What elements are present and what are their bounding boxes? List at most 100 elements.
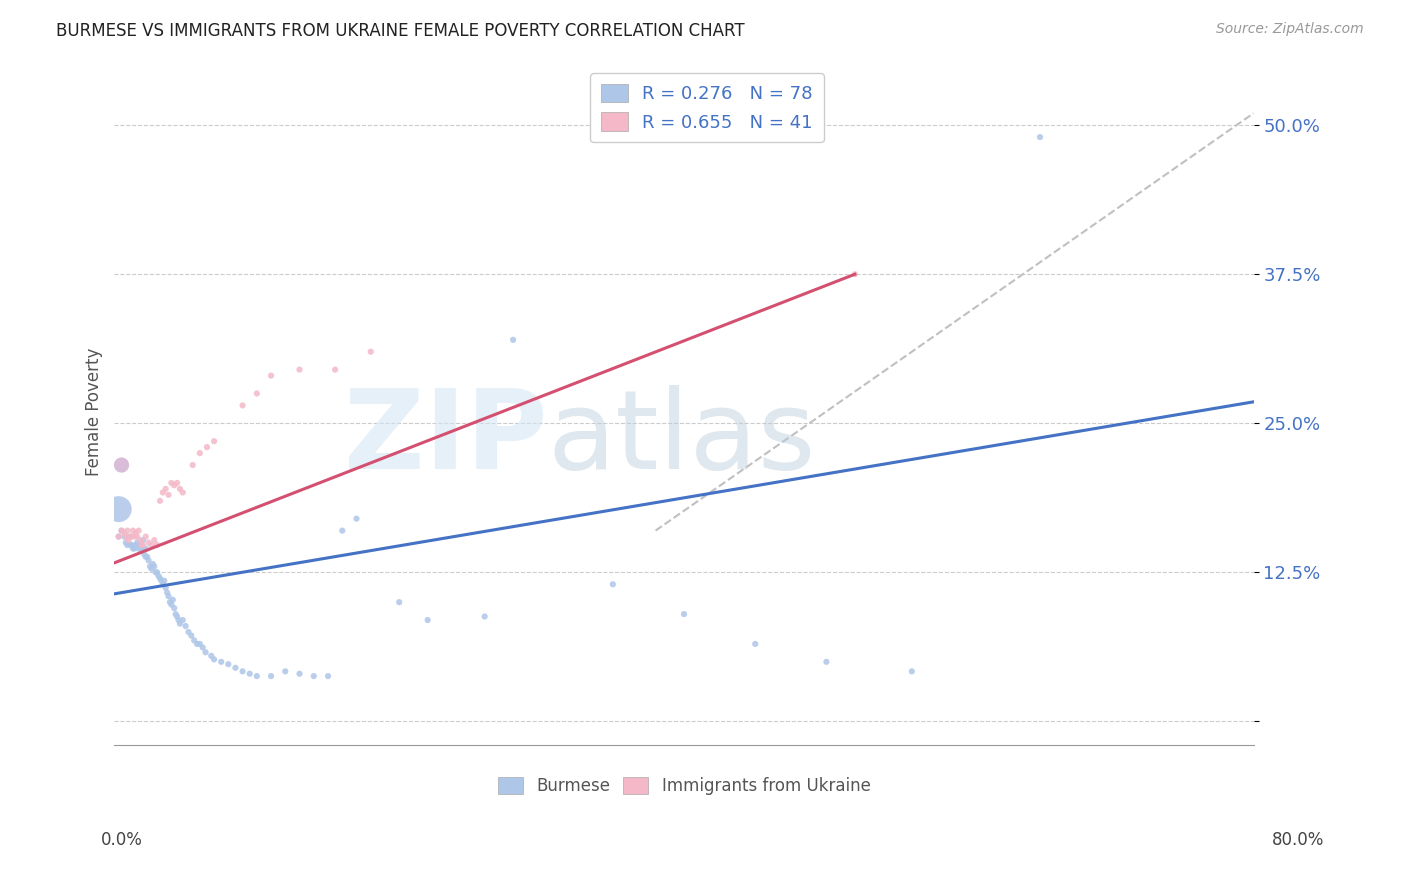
Point <box>115 524 138 538</box>
Point <box>110 524 132 538</box>
Point <box>163 478 186 492</box>
Point <box>288 666 311 681</box>
Point <box>143 559 166 574</box>
Point <box>145 566 167 580</box>
Point <box>316 669 339 683</box>
Text: BURMESE VS IMMIGRANTS FROM UKRAINE FEMALE POVERTY CORRELATION CHART: BURMESE VS IMMIGRANTS FROM UKRAINE FEMAL… <box>56 22 745 40</box>
Point <box>135 530 157 544</box>
Point <box>124 530 146 544</box>
Point <box>844 267 866 281</box>
Point <box>200 648 222 663</box>
Point <box>388 595 411 609</box>
Point <box>346 511 368 525</box>
Point <box>202 652 225 666</box>
Point <box>128 541 150 556</box>
Point <box>129 533 152 548</box>
Point <box>474 609 496 624</box>
Point <box>602 577 624 591</box>
Point <box>107 530 129 544</box>
Point <box>260 669 283 683</box>
Point <box>288 362 311 376</box>
Point <box>150 574 173 588</box>
Point <box>122 541 145 556</box>
Point <box>502 333 524 347</box>
Point <box>115 538 138 552</box>
Point <box>152 577 174 591</box>
Point <box>166 475 188 490</box>
Point <box>134 548 156 562</box>
Point <box>232 665 254 679</box>
Point <box>125 526 148 541</box>
Point <box>120 538 142 552</box>
Point <box>274 665 297 679</box>
Text: 80.0%: 80.0% <box>1272 831 1324 849</box>
Point <box>186 637 208 651</box>
Point <box>330 524 353 538</box>
Point <box>149 571 172 585</box>
Point <box>129 538 152 552</box>
Point <box>135 549 157 564</box>
Point <box>131 538 153 552</box>
Point <box>131 544 153 558</box>
Point <box>165 607 187 621</box>
Point <box>110 524 132 538</box>
Point <box>202 434 225 449</box>
Point <box>209 655 232 669</box>
Point <box>172 613 194 627</box>
Point <box>149 493 172 508</box>
Point <box>121 530 143 544</box>
Point <box>416 613 439 627</box>
Point <box>163 601 186 615</box>
Text: ZIP: ZIP <box>344 384 547 491</box>
Point <box>181 458 204 472</box>
Text: 0.0%: 0.0% <box>101 831 143 849</box>
Point <box>169 616 191 631</box>
Point <box>360 344 382 359</box>
Point <box>232 398 254 412</box>
Point <box>148 569 170 583</box>
Point <box>157 589 180 603</box>
Point <box>125 538 148 552</box>
Point <box>138 553 160 567</box>
Point <box>127 530 149 544</box>
Point <box>122 524 145 538</box>
Point <box>141 538 163 552</box>
Point <box>114 535 136 549</box>
Point <box>188 637 211 651</box>
Point <box>118 530 141 544</box>
Point <box>141 562 163 576</box>
Point <box>132 538 155 552</box>
Point <box>112 526 135 541</box>
Point <box>152 485 174 500</box>
Point <box>260 368 283 383</box>
Point <box>118 533 141 548</box>
Point <box>188 446 211 460</box>
Point <box>132 533 155 548</box>
Point <box>167 613 190 627</box>
Point <box>136 549 159 564</box>
Point <box>166 609 188 624</box>
Point <box>239 666 262 681</box>
Point <box>160 475 183 490</box>
Point <box>169 482 191 496</box>
Point <box>174 619 197 633</box>
Point <box>156 585 179 599</box>
Point <box>127 535 149 549</box>
Point <box>744 637 766 651</box>
Point <box>191 640 214 655</box>
Text: Source: ZipAtlas.com: Source: ZipAtlas.com <box>1216 22 1364 37</box>
Point <box>672 607 695 621</box>
Point <box>120 530 142 544</box>
Text: atlas: atlas <box>547 384 815 491</box>
Point <box>217 657 239 672</box>
Point <box>153 574 176 588</box>
Point <box>114 530 136 544</box>
Point <box>246 669 269 683</box>
Point <box>183 633 205 648</box>
Point <box>323 362 346 376</box>
Point <box>135 541 157 556</box>
Point <box>132 541 155 556</box>
Point <box>162 592 184 607</box>
Point <box>302 669 325 683</box>
Point <box>157 488 180 502</box>
